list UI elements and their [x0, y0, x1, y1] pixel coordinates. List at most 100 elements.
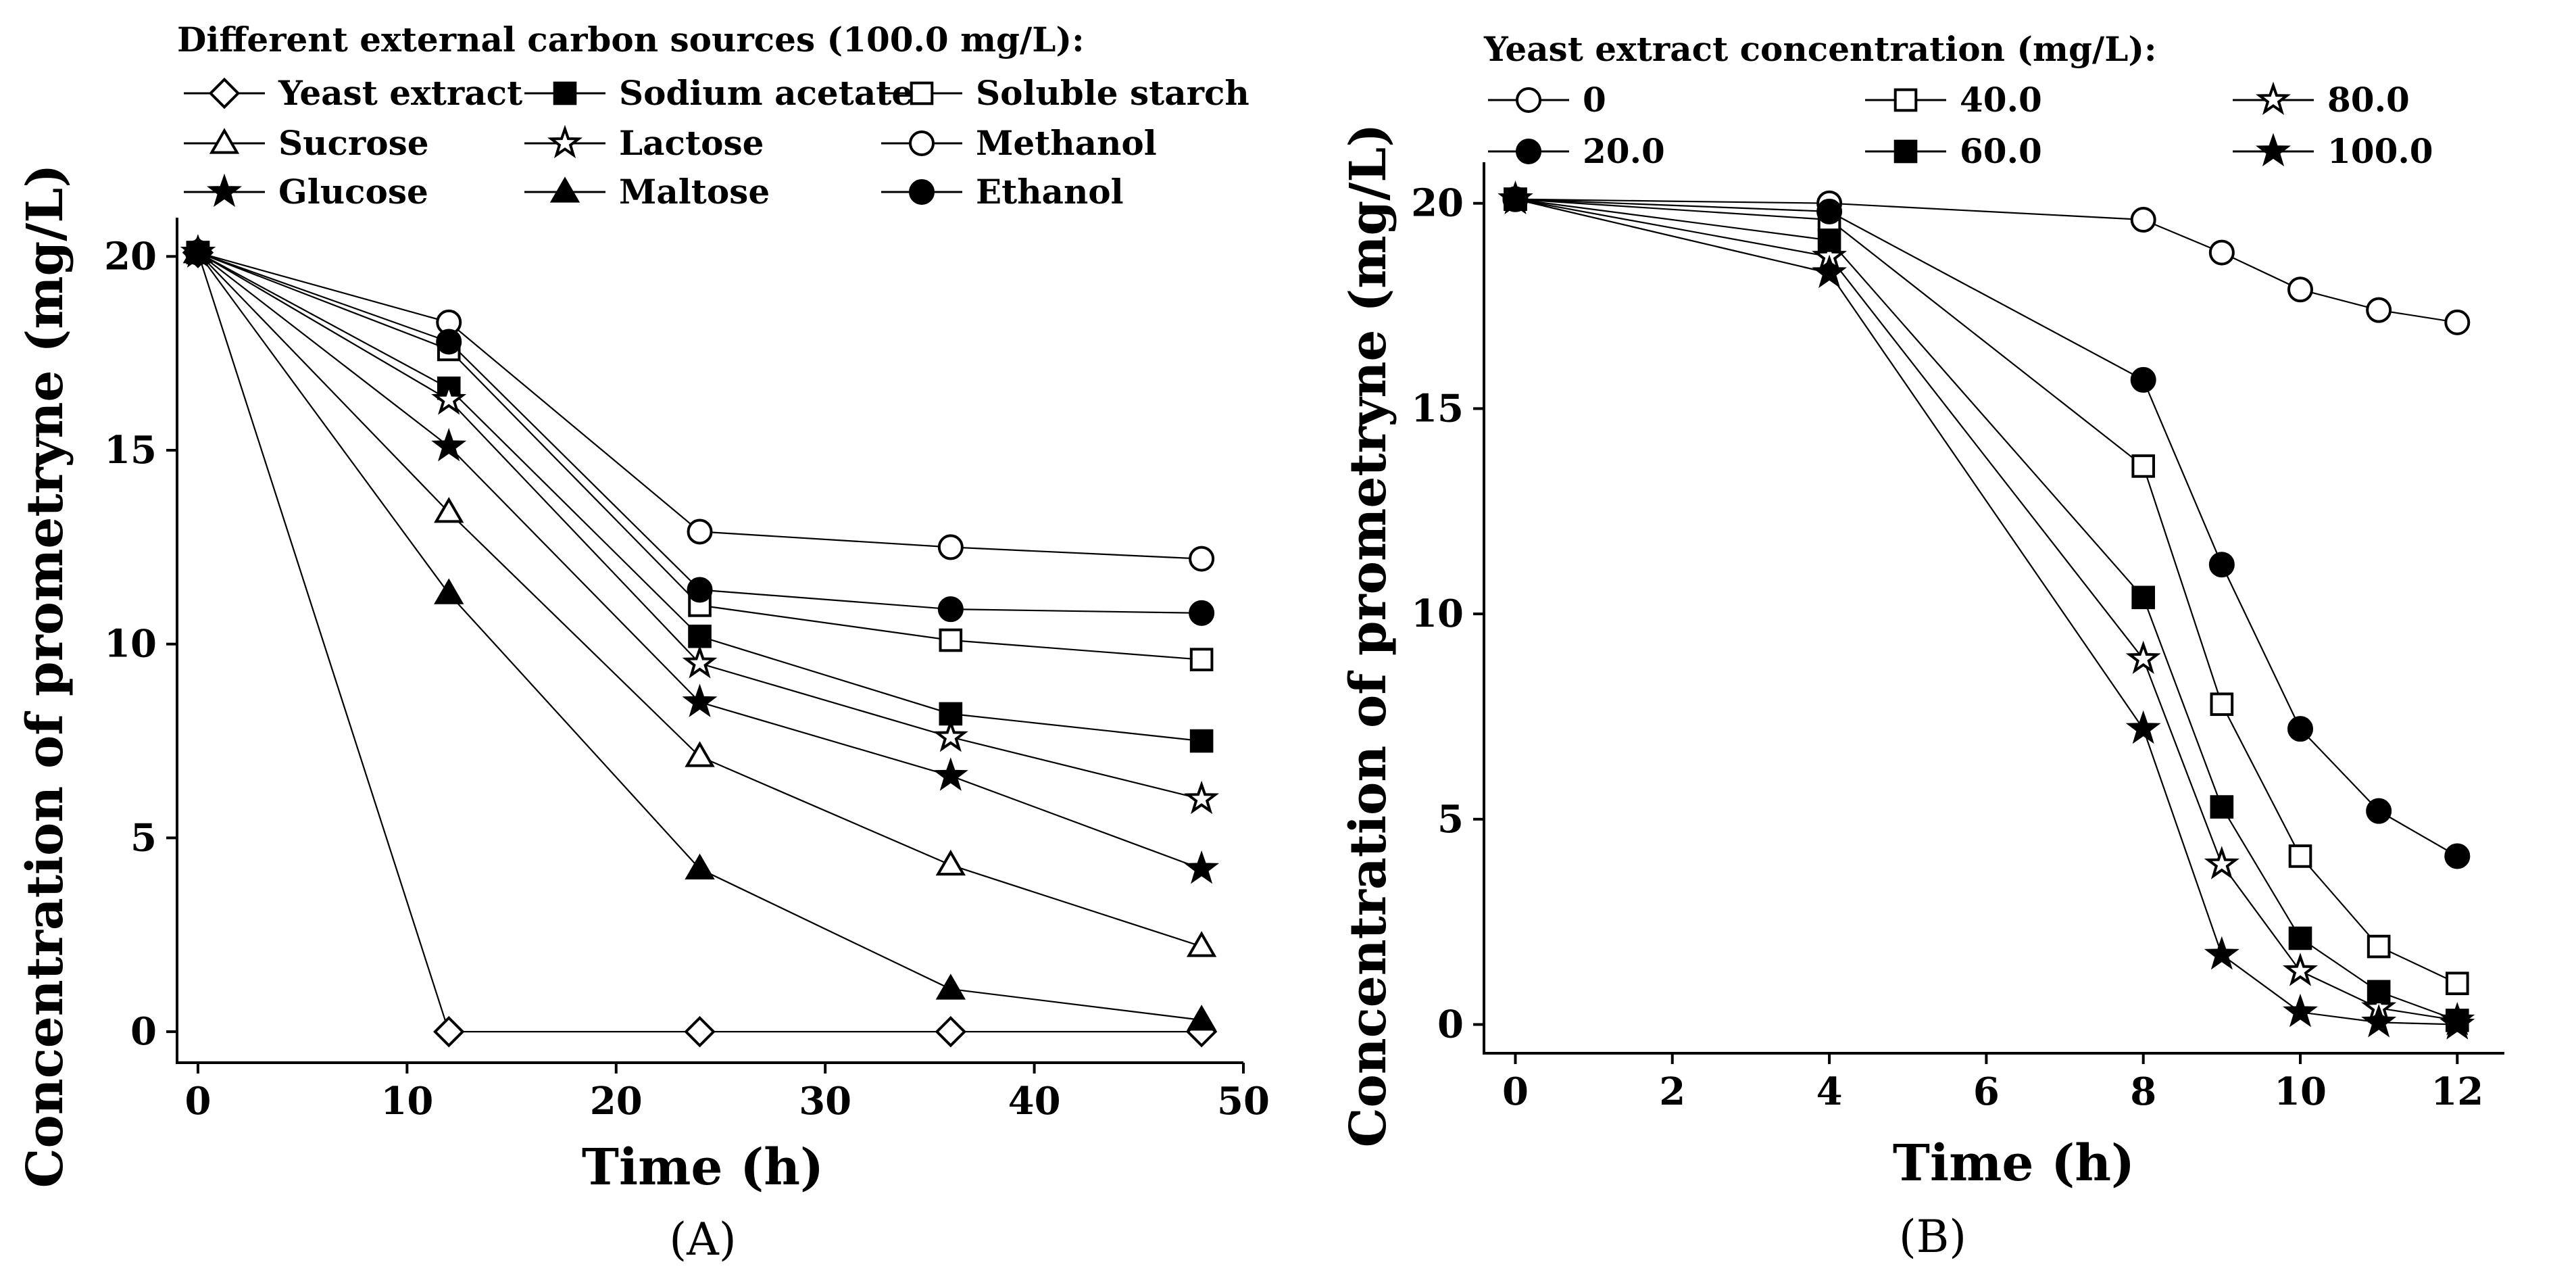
chart-a-point-sodium-acetate [1189, 729, 1214, 753]
chart-a-legend-label-glucose: Glucose [278, 172, 428, 212]
chart-a-legend-label-ethanol: Ethanol [976, 172, 1124, 212]
chart-b-legend-label-20-0: 20.0 [1583, 131, 1665, 171]
chart-a-x-axis-title: Time (h) [582, 1138, 824, 1197]
chart-a-y-tick-label: 10 [104, 622, 157, 667]
chart-a-y-tick-label: 20 [104, 234, 157, 279]
chart-b-point-60-0 [2288, 926, 2312, 950]
chart-a-point-lactose [1184, 780, 1220, 815]
chart-b-point-20-0 [2130, 366, 2156, 393]
chart-b-point-0 [2208, 239, 2235, 266]
chart-a-point-maltose [1186, 1005, 1217, 1031]
chart-b-legend-label-40-0: 40.0 [1960, 80, 2042, 120]
chart-b-legend-label-100-0: 100.0 [2327, 131, 2433, 171]
chart-b-legend-label-60-0: 60.0 [1960, 131, 2042, 171]
chart-b-series-line-40-0 [1515, 198, 2458, 984]
chart-b-point-40-0 [2288, 844, 2312, 868]
chart-a-legend-marker-sucrose [209, 128, 240, 154]
chart-a-panel-label: (A) [669, 1213, 736, 1266]
chart-a-series-line-methanol [197, 251, 1202, 560]
chart-b-point-100-0 [2361, 1004, 2397, 1038]
chart-a-y-axis-title: Concentration of prometryne (mg/L) [16, 164, 74, 1188]
chart-a-point-sucrose [1186, 931, 1217, 957]
chart-a-point-sucrose [434, 497, 464, 523]
chart-a-point-lactose [682, 645, 718, 679]
chart-b-point-80-0 [2283, 953, 2318, 986]
chart-b-legend-label-0: 0 [1583, 80, 1606, 120]
chart-b-point-0 [2444, 309, 2471, 335]
chart-b-point-60-0 [2131, 585, 2155, 610]
chart-a-point-methanol [937, 534, 964, 560]
chart-b-point-100-0 [1497, 180, 1533, 214]
chart-b-point-80-0 [2204, 846, 2239, 880]
chart-b-point-60-0 [2210, 795, 2234, 819]
chart-b-y-tick-label: 15 [1411, 386, 1464, 431]
chart-a-point-ethanol [436, 329, 462, 355]
chart-b-point-20-0 [2208, 552, 2235, 578]
chart-a-plot-area: 0 10 20 30 40 50 0 5 10 15 20 [104, 218, 1270, 1124]
chart-a-legend-marker-lactose [547, 124, 583, 159]
chart-b-y-tick-label: 5 [1437, 797, 1464, 842]
chart-b-point-40-0 [2131, 454, 2155, 478]
chart-b-point-80-0 [2125, 640, 2161, 675]
chart-a-point-ethanol [687, 577, 713, 603]
chart-a-point-sodium-acetate [688, 624, 712, 648]
chart-a-y-tick-label: 5 [130, 815, 157, 860]
chart-b-legend-marker-80-0 [2256, 81, 2291, 116]
chart-a-legend-title: Different external carbon sources (100.0… [177, 20, 1085, 59]
chart-a-x-tick-label: 20 [590, 1079, 643, 1124]
chart-a-point-glucose [933, 757, 968, 791]
chart-a-point-ethanol [937, 596, 964, 623]
chart-a-x-tick-label: 0 [184, 1079, 211, 1124]
chart-b-point-40-0 [2446, 971, 2469, 996]
chart-a-legend-label-sucrose: Sucrose [278, 123, 429, 163]
chart-b-point-0 [2366, 297, 2392, 323]
chart-b-plot-area: 0 2 4 6 8 10 12 0 5 10 15 20 [1411, 162, 2504, 1114]
chart-a-legend-marker-glucose [207, 173, 242, 208]
chart-a-point-soluble-starch [1189, 648, 1214, 671]
chart-b-x-tick-label: 2 [1659, 1069, 1685, 1114]
chart-b-point-40-0 [2367, 934, 2391, 959]
chart-a-series-line-ethanol [197, 251, 1202, 614]
chart-a-point-methanol [1189, 546, 1215, 572]
chart-b-point-60-0 [2367, 980, 2391, 1004]
chart-a-point-glucose [431, 428, 467, 462]
chart-b-x-tick-label: 8 [2130, 1069, 2156, 1114]
chart-b-point-100-0 [2125, 710, 2161, 744]
chart-b-point-100-0 [1812, 254, 1848, 289]
chart-a-legend-marker-soluble-starch [910, 81, 934, 105]
chart-panel-a: Different external carbon sources (100.0… [16, 20, 1270, 1266]
chart-b-point-20-0 [2287, 716, 2313, 742]
chart-a-point-glucose [1184, 850, 1220, 884]
chart-b-y-axis-title: Concentration of prometryne (mg/L) [1339, 124, 1397, 1148]
chart-a-axes [176, 218, 1243, 1064]
chart-b-legend-marker-60-0 [1893, 139, 1918, 164]
chart-b-y-tick-label: 20 [1411, 181, 1464, 226]
chart-b-legend-marker-40-0 [1893, 88, 1918, 112]
chart-b-point-20-0 [1816, 198, 1843, 224]
chart-b-point-60-0 [1817, 228, 1841, 252]
chart-a-legend-marker-sodium-acetate [553, 81, 577, 105]
chart-b-series-line-80-0 [1515, 198, 2458, 1021]
chart-b-series-line-20-0 [1515, 198, 2458, 857]
chart-a-legend: Yeast extract Sodium acetate Soluble starc… [184, 73, 1249, 212]
chart-a-legend-marker-maltose [549, 176, 580, 203]
chart-b-y-tick-label: 10 [1411, 592, 1464, 636]
chart-a-point-maltose [434, 578, 464, 604]
chart-a-legend-marker-ethanol [909, 179, 935, 205]
chart-b-x-tick-label: 12 [2431, 1069, 2483, 1114]
chart-a-legend-label-sodium-acetate: Sodium acetate [619, 73, 913, 113]
chart-a-point-maltose [935, 973, 966, 1000]
chart-b-legend-label-80-0: 80.0 [2327, 80, 2410, 120]
chart-a-point-yeast-extract [433, 1015, 465, 1048]
chart-b-axes [1483, 162, 2504, 1055]
chart-a-point-lactose [933, 719, 968, 752]
chart-a-point-yeast-extract [684, 1015, 716, 1048]
chart-b-point-20-0 [2366, 798, 2392, 824]
chart-a-point-sucrose [935, 849, 966, 876]
chart-b-legend-title: Yeast extract concentration (mg/L): [1483, 29, 2156, 69]
chart-a-legend-marker-yeast-extract [208, 77, 241, 110]
chart-a-series-line-glucose [197, 251, 1202, 870]
chart-b-point-100-0 [2283, 993, 2318, 1028]
chart-a-point-lactose [431, 381, 467, 415]
chart-b-x-tick-label: 4 [1816, 1069, 1843, 1114]
